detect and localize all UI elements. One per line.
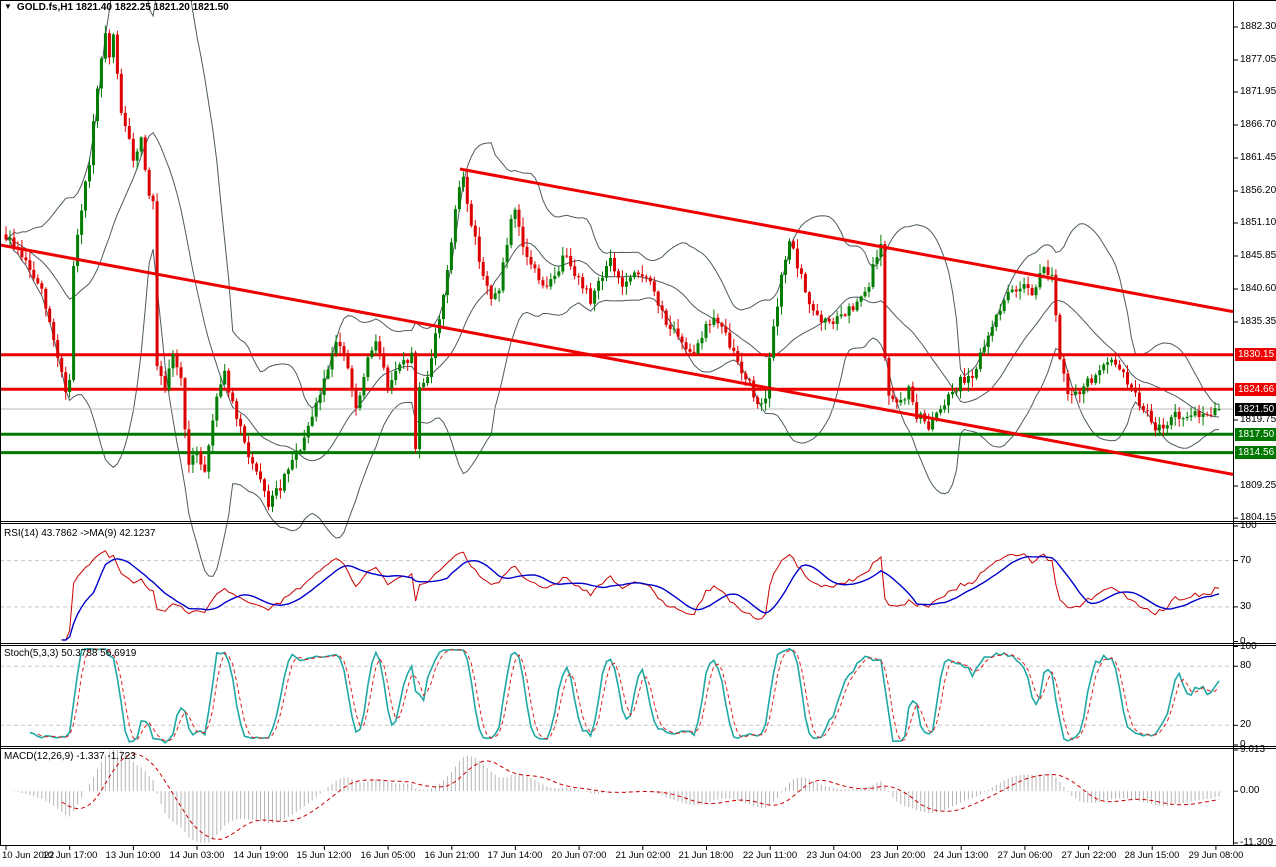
symbol-dropdown-icon[interactable]: ▼ — [4, 2, 12, 11]
descending-trendline-2[interactable] — [0, 243, 1234, 476]
stoch-main-line — [29, 647, 1220, 744]
stoch-signal-line — [37, 648, 1220, 742]
stoch-panel-area[interactable] — [0, 645, 1233, 747]
macd-panel-area[interactable] — [0, 748, 1233, 845]
descending-trendline-1[interactable] — [459, 167, 1234, 314]
rsi-ma-line — [61, 555, 1220, 641]
macd-signal-line — [61, 753, 1220, 841]
bollinger-lower-band — [5, 238, 1220, 577]
bollinger-middle-band — [5, 131, 1220, 462]
